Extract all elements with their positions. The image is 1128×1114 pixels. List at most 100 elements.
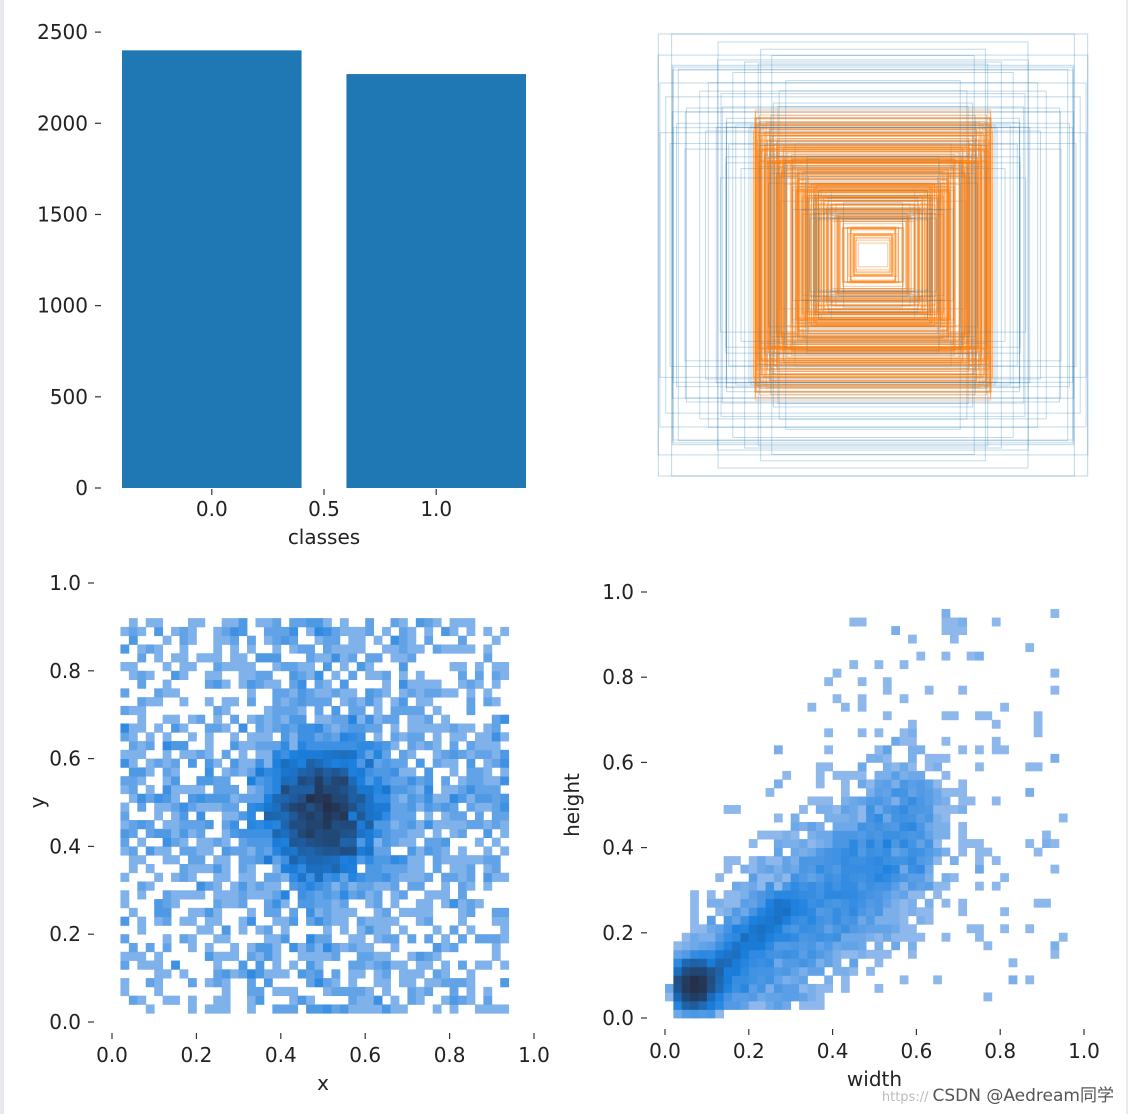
heat-cell <box>840 975 850 985</box>
heat-cell <box>255 951 265 961</box>
heat-cell <box>297 881 307 891</box>
heat-cell <box>799 932 808 942</box>
heat-cell <box>407 644 417 654</box>
heat-cell <box>908 805 917 814</box>
heat-cell <box>832 847 842 857</box>
heat-cell <box>740 864 750 874</box>
heat-cell <box>390 855 400 865</box>
label-box <box>817 190 929 320</box>
heat-cell <box>213 705 223 716</box>
heat-cell <box>145 732 155 742</box>
heat-cell <box>272 899 282 909</box>
heat-cell <box>331 784 341 795</box>
heat-cell <box>415 881 425 891</box>
label-box <box>849 229 897 281</box>
heat-cell <box>715 932 725 942</box>
xy-ytick-label: 1.0 <box>49 571 81 595</box>
heat-cell <box>866 856 875 866</box>
heat-cell <box>289 697 299 707</box>
label-box <box>803 190 943 320</box>
label-box <box>826 201 920 309</box>
heat-cell <box>230 626 239 637</box>
heat-cell <box>238 758 248 768</box>
heat-cell <box>491 811 501 821</box>
heat-cell <box>306 653 315 663</box>
heat-cell <box>137 995 147 1005</box>
heat-cell <box>348 942 358 953</box>
heat-cell <box>145 828 155 839</box>
heat-cell <box>466 644 476 654</box>
heat-cell <box>255 855 265 865</box>
heat-cell <box>171 890 180 900</box>
heat-cell <box>458 635 467 645</box>
heat-cell <box>289 916 299 926</box>
heat-cell <box>740 924 750 934</box>
heat-cell <box>297 723 307 733</box>
heat-cell <box>390 811 400 821</box>
heat-cell <box>891 796 901 806</box>
heat-cell <box>424 776 434 786</box>
heat-cell <box>263 934 273 944</box>
heat-cell <box>297 802 307 812</box>
heat-cell <box>449 899 459 909</box>
heat-cell <box>398 811 408 821</box>
heat-cell <box>255 758 265 768</box>
center-highlight <box>864 246 882 264</box>
heat-cell <box>289 741 299 751</box>
heat-cell <box>204 802 214 812</box>
label-box <box>831 203 915 307</box>
heat-cell <box>832 932 842 942</box>
heat-cell <box>466 688 476 698</box>
label-box <box>659 132 1087 378</box>
heat-cell <box>128 846 138 856</box>
heat-cell <box>874 779 884 789</box>
heat-cell <box>289 618 299 628</box>
heat-cell <box>824 873 833 883</box>
heat-cell <box>314 969 324 979</box>
heat-cell <box>297 697 307 707</box>
heat-cell <box>491 714 501 724</box>
heat-cell <box>424 697 434 707</box>
heat-cell <box>331 890 341 900</box>
heat-cell <box>365 820 375 830</box>
heat-cell <box>323 890 332 900</box>
heat-cell <box>415 995 425 1005</box>
heat-cell <box>424 714 434 724</box>
heat-cell <box>748 966 758 976</box>
heat-cell <box>272 741 282 751</box>
heat-cell <box>500 1004 510 1014</box>
heat-cell <box>958 907 968 917</box>
heat-cell <box>306 899 315 909</box>
heat-cell <box>213 899 223 909</box>
heat-cell <box>339 741 349 751</box>
heat-cell <box>407 767 417 777</box>
heat-cell <box>449 828 459 839</box>
heat-cell <box>483 846 493 856</box>
heat-cell <box>732 898 741 908</box>
heat-cell <box>916 847 926 857</box>
heat-cell <box>297 776 307 786</box>
heat-cell <box>247 767 256 777</box>
heat-cell <box>272 767 282 777</box>
heat-cell <box>740 949 750 959</box>
label-box <box>801 209 945 301</box>
heat-cell <box>424 907 434 918</box>
heat-cell <box>356 828 366 839</box>
heat-cell <box>432 802 442 812</box>
heat-cell <box>247 776 256 786</box>
heat-cell <box>500 934 510 944</box>
heat-cell <box>941 787 951 797</box>
label-box <box>813 182 933 328</box>
heat-cell <box>339 942 349 953</box>
wh-ytick-label: 0.0 <box>602 1006 634 1030</box>
heat-cell <box>757 915 766 925</box>
label-box <box>796 186 950 324</box>
heat-cell <box>247 846 256 856</box>
label-box <box>771 55 975 455</box>
label-box <box>776 138 970 372</box>
heat-cell <box>706 932 716 942</box>
heat-cell <box>832 890 842 900</box>
heat-cell <box>466 969 476 979</box>
heat-cell <box>723 932 733 942</box>
heat-cell <box>407 837 417 847</box>
